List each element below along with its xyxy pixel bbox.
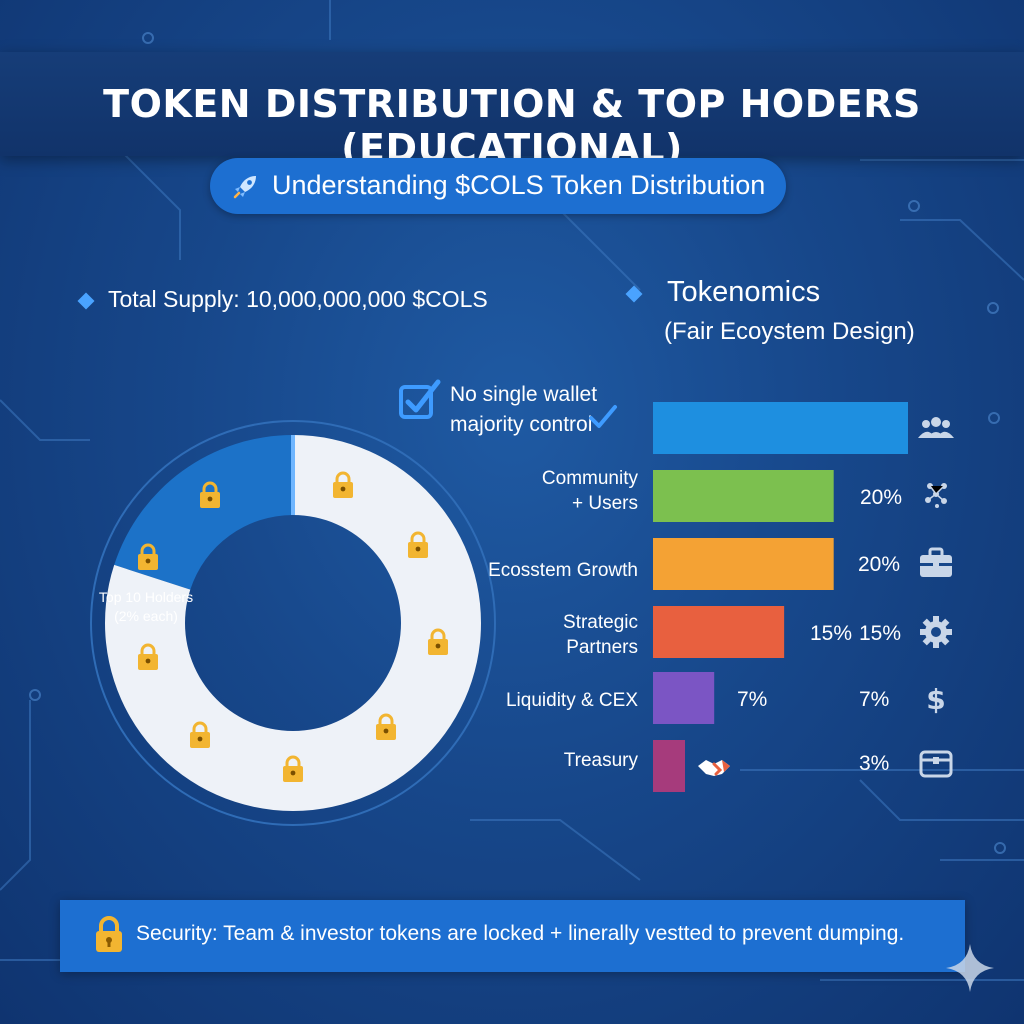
gear-icon <box>920 616 952 648</box>
category-label-strategic: Strategic Partners <box>563 610 638 660</box>
bar-4 <box>653 606 785 658</box>
category-label-treasury: Treasury <box>564 748 638 773</box>
briefcase-icon <box>920 547 952 577</box>
svg-text:$: $ <box>926 683 945 716</box>
lock-icon <box>283 755 303 782</box>
right-label-liquidity: 7% <box>859 688 890 711</box>
category-label-line: Community <box>541 468 638 489</box>
users-icon <box>918 417 954 438</box>
category-label-ecosystem-text: Ecosstem Growth <box>488 560 638 581</box>
lock-icon <box>138 543 158 570</box>
lock-icon <box>333 471 353 498</box>
subtitle-pill: Understanding $COLS Token Distribution <box>210 158 786 214</box>
bar-2 <box>653 470 834 522</box>
total-supply-text: Total Supply: 10,000,000,000 $COLS <box>108 286 488 312</box>
lock-icon <box>200 481 220 508</box>
tokenomics-subtitle: (Fair Ecoystem Design) <box>664 318 915 345</box>
bar-end-label-strategic: 15% <box>810 622 853 645</box>
category-label-line: Partners <box>566 637 638 658</box>
bar-3 <box>653 538 834 590</box>
category-label-community: Community + Users <box>542 466 638 516</box>
lock-icon <box>408 531 428 558</box>
top-holders-label: Top 10 Holders (2% each) <box>96 588 196 626</box>
category-label-liquidity: Liquidity & CEX <box>506 688 638 713</box>
dollar-icon: $ <box>926 683 945 716</box>
bar-6 <box>653 740 685 792</box>
bar-end-label-community: 20% <box>860 486 903 509</box>
security-text: Security: Team & investor tokens are loc… <box>136 922 905 945</box>
bar-inside-label-ecosystem: 20% <box>858 553 901 576</box>
lock-icon <box>138 643 158 670</box>
handshake-icon <box>698 760 730 776</box>
checkbox-check-icon <box>399 379 441 419</box>
sparkle-icon <box>946 944 994 992</box>
tokenomics-title: Tokenomics <box>667 276 821 308</box>
treasury-chest-icon <box>919 750 953 778</box>
holders-donut-chart <box>90 420 496 826</box>
lock-icon <box>190 721 210 748</box>
bar-5 <box>653 672 715 724</box>
donut-slice-top-holders <box>114 435 293 590</box>
lock-icon <box>428 628 448 655</box>
category-label-liquidity-text: Liquidity & CEX <box>505 690 638 711</box>
category-label-line: Strategic <box>563 612 638 633</box>
lock-icon <box>376 713 396 740</box>
donut-outer-ring <box>90 420 496 826</box>
network-icon <box>925 483 947 508</box>
bar-1 <box>653 402 908 454</box>
bar-inside-label-liquidity: 7% <box>737 688 768 711</box>
right-label-treasury: 3% <box>859 752 890 775</box>
category-label-strategic-text: Strategic Partners <box>563 610 638 660</box>
subtitle-text: Understanding $COLS Token Distribution <box>272 170 766 200</box>
top-holders-label-line-1: Top 10 Holders <box>98 589 194 605</box>
category-label-treasury-text: Treasury <box>563 750 638 771</box>
lock-icon <box>96 916 122 952</box>
majority-control-note: No single wallet majority control <box>450 380 597 440</box>
security-banner: Security: Team & investor tokens are loc… <box>60 900 965 972</box>
donut-slice-remaining <box>105 435 481 811</box>
top-holders-label-line-2: (2% each) <box>114 608 178 624</box>
right-label-strategic: 15% <box>859 622 902 645</box>
check-icon <box>589 405 617 428</box>
rocket-icon <box>233 176 256 199</box>
title-banner <box>0 52 1024 156</box>
majority-line-1: No single wallet <box>450 383 598 406</box>
category-label-community-text: Community + Users <box>542 466 638 516</box>
category-label-line: + Users <box>572 493 638 514</box>
category-label-ecosystem: Ecosstem Growth <box>488 558 638 583</box>
majority-line-2: majority control <box>450 413 593 436</box>
